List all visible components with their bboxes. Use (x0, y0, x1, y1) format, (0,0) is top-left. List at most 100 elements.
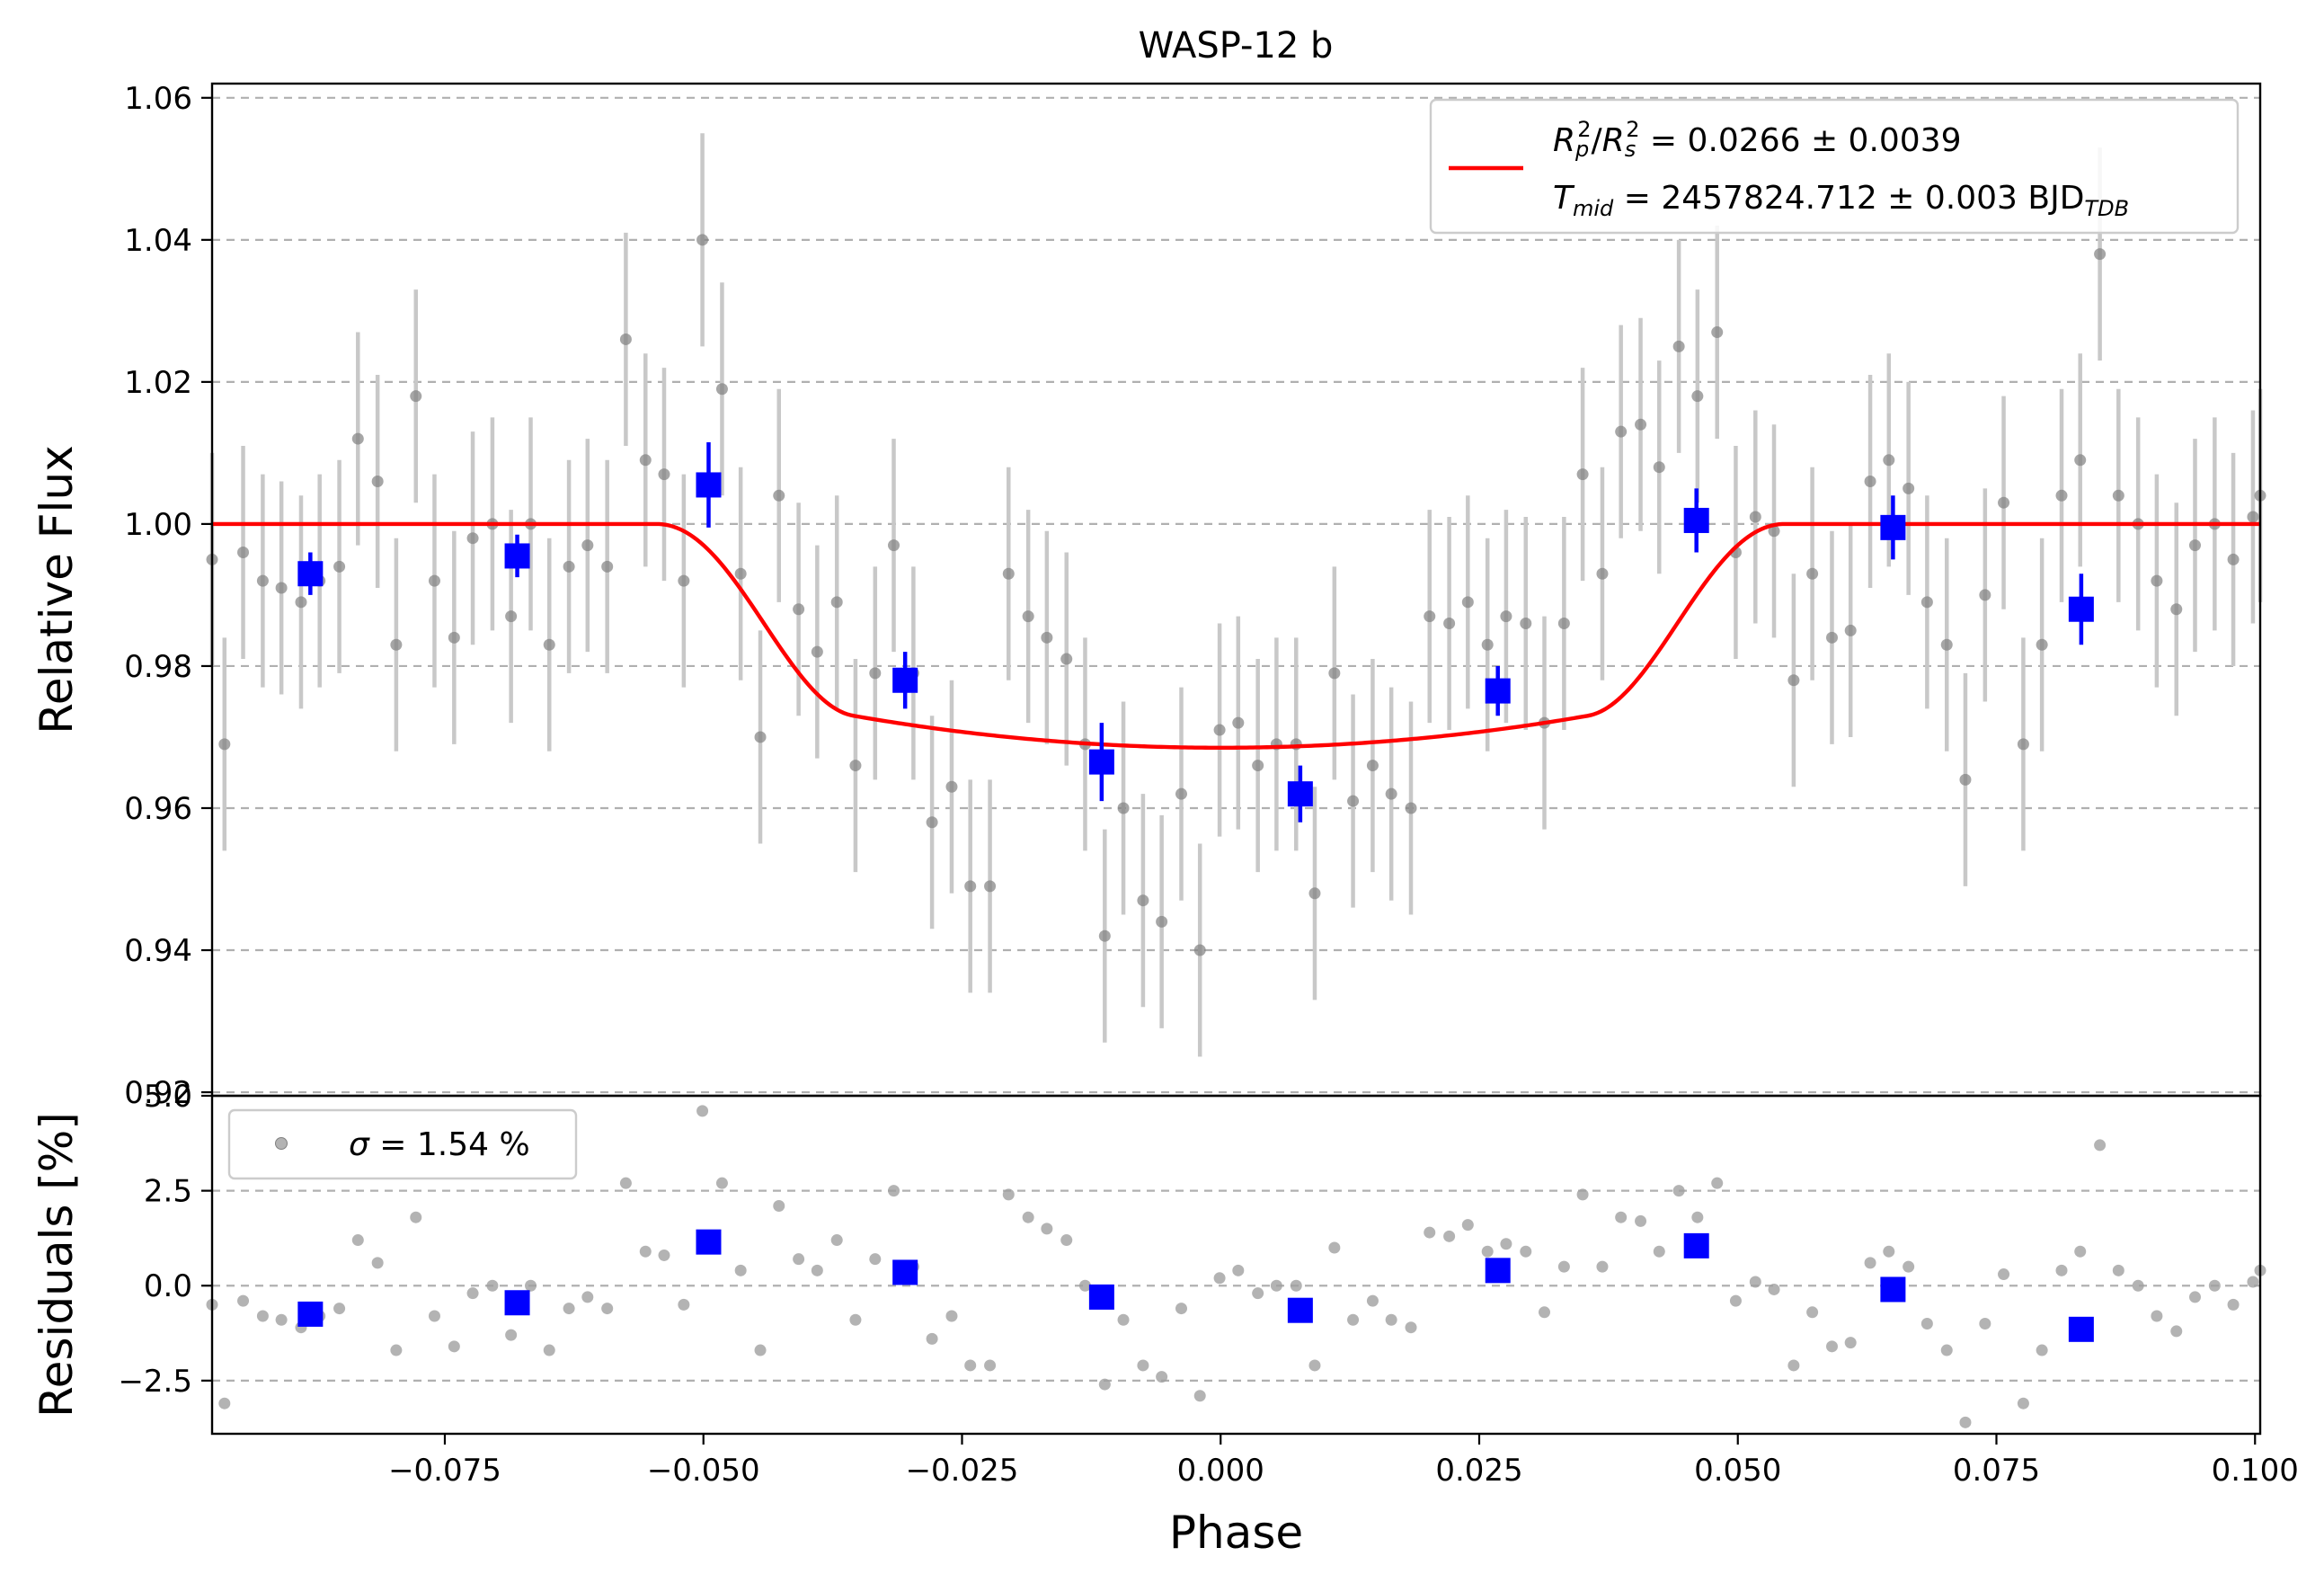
phase-x-tick-label: −0.025 (906, 1453, 1019, 1489)
flux-y-tick-label: 0.98 (124, 649, 192, 685)
flux-data-point (2094, 248, 2107, 261)
residuals-y-tick-label: 2.5 (144, 1174, 192, 1210)
flux-data-point (869, 667, 882, 680)
residual-point (1557, 1260, 1570, 1273)
binned-flux-point (1088, 749, 1114, 775)
binned-flux-points (297, 442, 2094, 823)
flux-data-point (1844, 624, 1857, 636)
flux-data-point (295, 596, 307, 609)
flux-grid (212, 96, 2260, 1094)
flux-data-point (543, 638, 555, 651)
flux-data-point (1098, 929, 1111, 942)
binned-flux-point (2068, 596, 2094, 622)
residual-point (448, 1340, 460, 1353)
flux-data-point (1959, 773, 1972, 786)
residual-point (1711, 1177, 1724, 1189)
residual-point (237, 1294, 250, 1307)
legend-tmid-entry: Tmid = 2457824.712 ± 0.003 BJDTDB (1553, 180, 2129, 221)
residual-point (2017, 1397, 2029, 1410)
residual-point (1596, 1260, 1609, 1273)
binned-residual-point (1683, 1232, 1709, 1258)
residual-point (639, 1245, 652, 1258)
residual-point (1883, 1245, 1895, 1258)
flux-data-point (696, 234, 709, 246)
flux-y-axis-label: Relative Flux (31, 445, 83, 734)
residual-point (2188, 1291, 2201, 1303)
residual-point (1979, 1317, 1991, 1330)
binned-residual-point (892, 1259, 918, 1285)
residual-point (2227, 1298, 2240, 1311)
flux-data-point (390, 638, 403, 651)
flux-data-point (1806, 567, 1819, 580)
residual-point (543, 1344, 555, 1356)
residual-point (849, 1313, 862, 1326)
residuals-y-tick-label: −2.5 (118, 1364, 192, 1400)
binned-residual-point (696, 1229, 722, 1255)
residual-point (2151, 1310, 2163, 1322)
residual-point (1022, 1211, 1034, 1223)
flux-data-point (984, 880, 997, 893)
residuals-panel: −2.5 0.0 2.5 5.0 −0.075 −0.050 −0.025 0.000 0.0… (31, 1079, 2299, 1559)
flux-data-point (410, 390, 422, 403)
residual-point (581, 1291, 594, 1303)
flux-data-point (945, 780, 958, 793)
residual-point (1787, 1359, 1800, 1372)
flux-y-tick-label: 0.92 (124, 1075, 192, 1111)
flux-data-point (1711, 326, 1724, 339)
flux-data-point (1787, 674, 1800, 687)
residual-point (888, 1185, 900, 1197)
flux-data-point (1635, 418, 1647, 431)
flux-data-point (830, 596, 843, 609)
phase-x-tick-label: 0.075 (1953, 1453, 2040, 1489)
residual-point (964, 1359, 977, 1372)
flux-data-point (1443, 618, 1456, 630)
residual-point (410, 1211, 422, 1223)
residual-point (984, 1359, 997, 1372)
flux-data-point (1347, 795, 1360, 807)
flux-data-point (563, 560, 575, 573)
residual-point (1308, 1359, 1321, 1372)
flux-data-point (1232, 716, 1245, 729)
flux-data-point (2151, 574, 2163, 587)
phase-x-tick-label: 0.000 (1177, 1453, 1264, 1489)
residual-point (793, 1253, 805, 1266)
residual-point (1060, 1234, 1073, 1247)
residual-point (1347, 1313, 1360, 1326)
binned-residual-point (1088, 1284, 1114, 1310)
flux-data-point (1060, 653, 1073, 665)
flux-data-point (1175, 787, 1187, 800)
residual-point (1405, 1321, 1417, 1334)
residual-point (1156, 1371, 1168, 1383)
residual-point (1117, 1313, 1130, 1326)
residual-point (218, 1397, 231, 1410)
residual-point (1481, 1245, 1494, 1258)
flux-data-point (256, 574, 269, 587)
chart-title: WASP-12 b (1139, 25, 1334, 67)
residual-point (1461, 1219, 1474, 1232)
residual-point (1940, 1344, 1953, 1356)
flux-y-tick-label: 1.04 (124, 223, 192, 259)
transit-model-curve (212, 521, 2260, 751)
flux-data-point (1328, 667, 1341, 680)
flux-data-point (448, 631, 460, 644)
residual-point (1175, 1303, 1187, 1315)
flux-data-point (1596, 567, 1609, 580)
flux-data-point (218, 738, 231, 751)
residual-point (1903, 1260, 1915, 1273)
residual-point (486, 1279, 499, 1292)
flux-data-point (715, 383, 728, 396)
binned-residual-point (1287, 1297, 1313, 1323)
binned-flux-point (1880, 514, 1906, 540)
flux-data-point (1252, 760, 1264, 772)
binned-residual-point (1485, 1258, 1511, 1284)
legend-residual-marker (275, 1137, 288, 1150)
flux-data-point (888, 539, 900, 552)
residual-point (2036, 1344, 2048, 1356)
residual-point (678, 1298, 690, 1311)
binned-flux-point (892, 667, 918, 693)
binned-flux-point (1683, 507, 1709, 533)
phase-x-tick-label: 0.100 (2212, 1453, 2299, 1489)
flux-data-point (1672, 340, 1685, 352)
residual-point (1653, 1245, 1665, 1258)
